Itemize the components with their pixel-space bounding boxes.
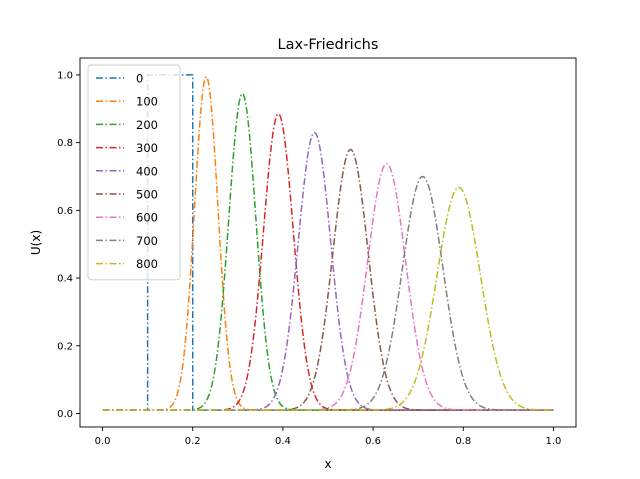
legend-label-800: 800 (136, 257, 158, 271)
chart-title: Lax-Friedrichs (278, 37, 379, 53)
legend-label-600: 600 (136, 211, 158, 225)
legend-label-200: 200 (136, 118, 158, 132)
legend-label-100: 100 (136, 95, 158, 109)
x-tick-label: 0.0 (95, 436, 111, 447)
axes-frame (79, 57, 577, 428)
series-line-600 (102, 162, 554, 411)
y-axis-label: U(x) (29, 230, 43, 255)
y-tick-label: 1.0 (57, 71, 73, 82)
series-line-500 (102, 148, 554, 411)
legend-label-400: 400 (136, 164, 158, 178)
x-tick-label: 1.0 (546, 436, 562, 447)
legend: 0 100 200 300 400 500 600 700 800 (87, 64, 181, 281)
x-tick-label: 0.6 (365, 436, 381, 447)
legend-label-500: 500 (136, 188, 158, 202)
legend-label-300: 300 (136, 141, 158, 155)
legend-box (87, 64, 181, 281)
x-axis-label: x (324, 457, 331, 471)
plot-area: 0.0 0.2 0.4 0.6 0.8 1.0 0.0 0.2 0.4 0.6 0.8 1.0 (57, 57, 577, 447)
y-tick-label: 0.6 (57, 206, 73, 217)
y-tick-label: 0.8 (57, 138, 73, 149)
legend-label-700: 700 (136, 234, 158, 248)
legend-label-0: 0 (136, 72, 143, 86)
x-tick-label: 0.2 (185, 436, 201, 447)
x-tick-label: 0.8 (455, 436, 471, 447)
x-tick-label: 0.4 (275, 436, 291, 447)
y-tick-label: 0.0 (57, 409, 73, 420)
series-line-300 (102, 112, 554, 411)
y-tick-label: 0.4 (57, 274, 73, 285)
y-tick-label: 0.2 (57, 341, 73, 352)
